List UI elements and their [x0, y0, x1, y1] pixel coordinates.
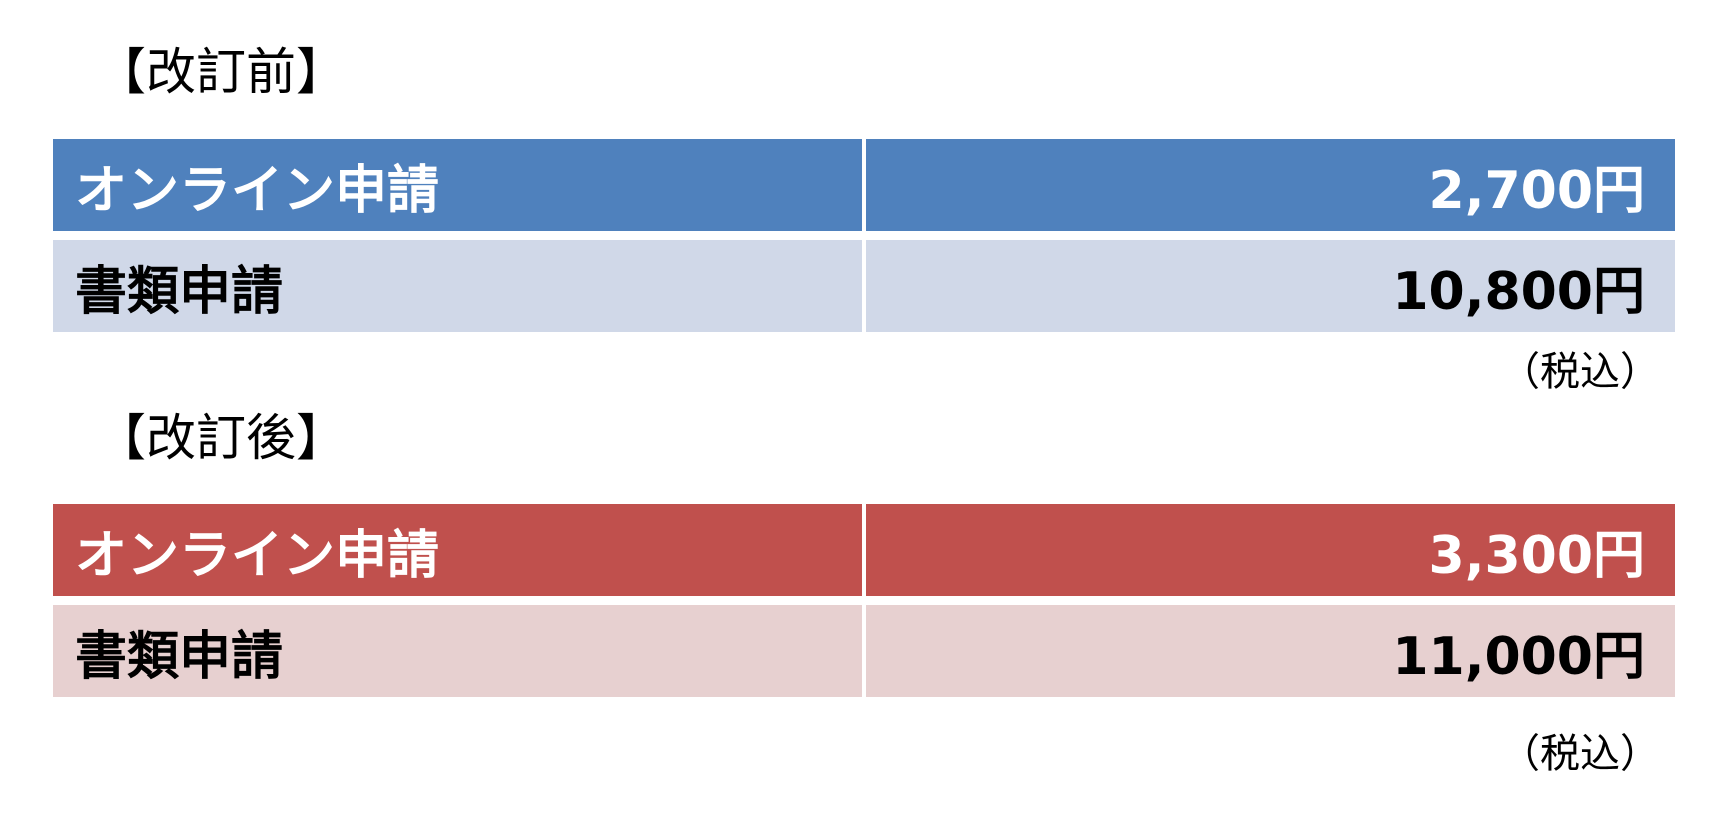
- section-title: 【改訂前】: [96, 44, 346, 100]
- row-label: 書類申請: [53, 240, 862, 332]
- row-price: 10,800円: [866, 240, 1675, 332]
- row-label: オンライン申請: [53, 139, 862, 231]
- tax-note: （税込）: [1500, 349, 1660, 394]
- section-title: 【改訂後】: [96, 410, 346, 466]
- row-label: オンライン申請: [53, 504, 862, 596]
- row-price: 3,300円: [866, 504, 1675, 596]
- tax-note: （税込）: [1500, 731, 1660, 776]
- row-price: 2,700円: [866, 139, 1675, 231]
- row-price: 11,000円: [866, 605, 1675, 697]
- row-label: 書類申請: [53, 605, 862, 697]
